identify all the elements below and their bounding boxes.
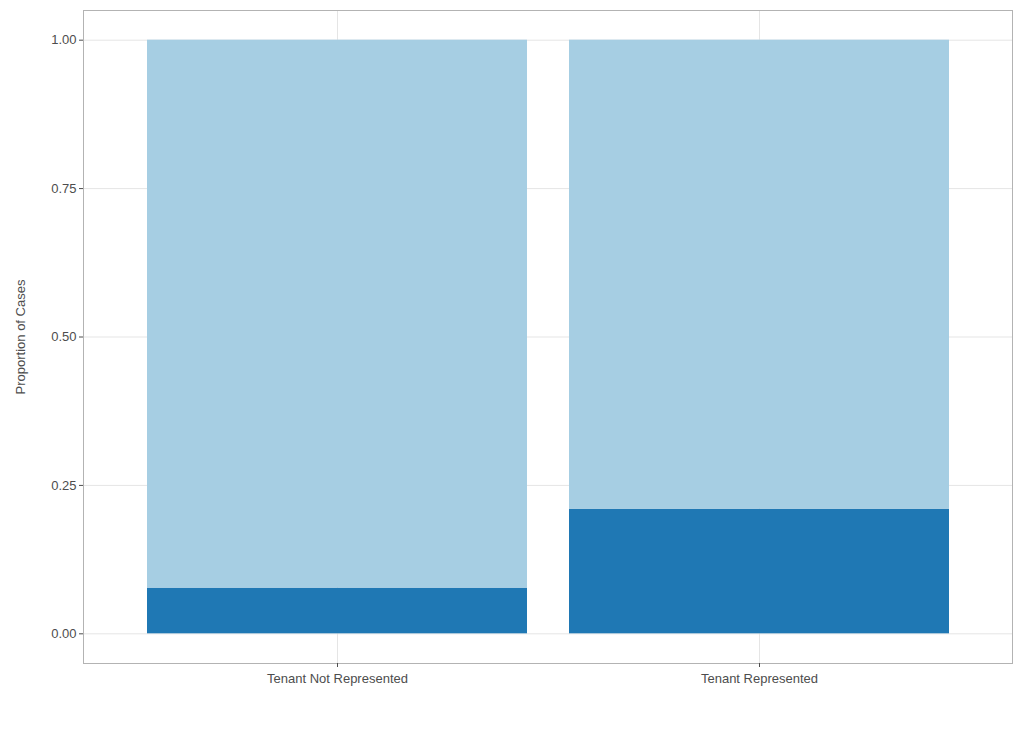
svg-text:Tenant Not Represented: Tenant Not Represented <box>267 671 408 686</box>
svg-text:0.75: 0.75 <box>51 181 76 196</box>
svg-text:Proportion of Cases: Proportion of Cases <box>13 279 28 394</box>
svg-text:0.50: 0.50 <box>51 329 76 344</box>
svg-text:1.00: 1.00 <box>51 32 76 47</box>
svg-text:0.00: 0.00 <box>51 626 76 641</box>
svg-text:0.25: 0.25 <box>51 478 76 493</box>
svg-text:Tenant Represented: Tenant Represented <box>701 671 818 686</box>
